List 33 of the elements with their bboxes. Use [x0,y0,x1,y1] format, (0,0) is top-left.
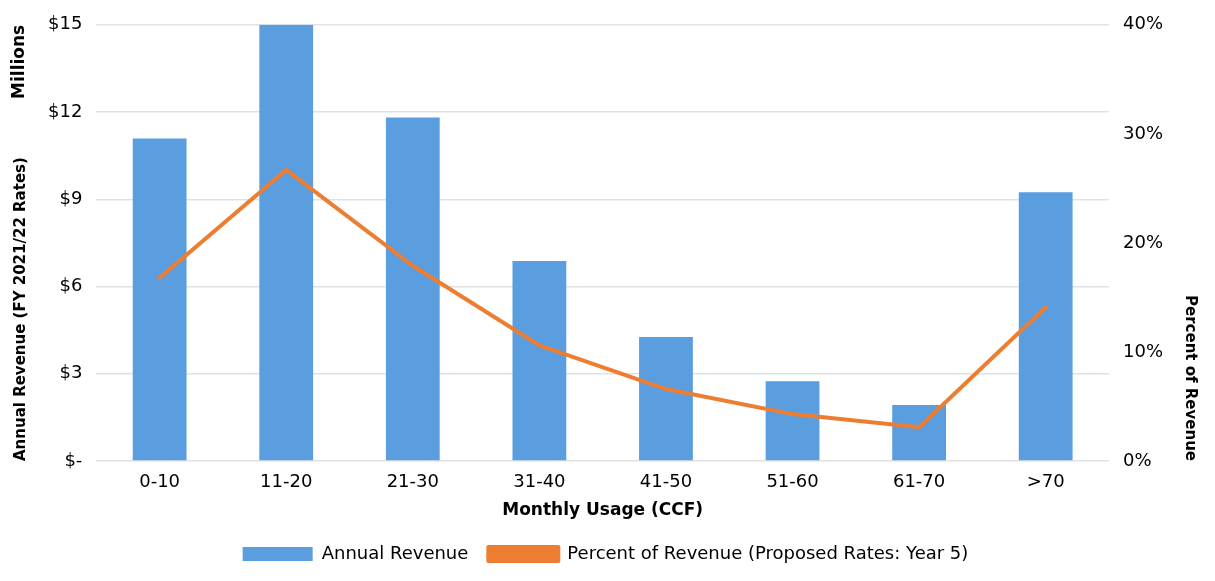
y-tick-label: $3 [59,361,83,383]
x-tick-label: 61-70 [892,470,946,492]
y2-tick-label: 40% [1122,12,1164,34]
bar [1018,192,1073,461]
y2-tick-label: 0% [1122,448,1152,470]
bar [892,404,947,461]
y-axis-title: Annual Revenue (FY 2021/22 Rates) [10,157,29,461]
x-axis-title: Monthly Usage (CCF) [502,499,704,520]
legend-label: Annual Revenue [321,541,469,563]
text: Millions [8,24,29,99]
bar [765,381,820,461]
y-tick-label: $- [64,448,83,470]
legend-label: Percent of Revenue (Proposed Rates: Year 5) [567,541,969,563]
x-tick-label: 11-20 [260,470,313,492]
y-tick-label: $6 [59,274,83,296]
x-tick-label: 21-30 [386,470,439,492]
bar [132,138,187,461]
bar [639,337,693,461]
y-tick-label: $9 [59,186,83,208]
y2-tick-label: 20% [1122,230,1164,252]
x-tick-label: 51-60 [766,470,819,492]
bar [259,24,314,461]
bar [385,117,440,461]
bar [512,260,567,461]
x-tick-label: >70 [1026,470,1065,492]
x-tick-label: 41-50 [639,470,693,492]
y2-tick-label: 10% [1122,339,1164,361]
x-tick-label: 0-10 [139,470,181,492]
x-tick-label: 31-40 [513,470,566,492]
y-tick-label: $15 [48,12,83,34]
y2-axis-title: Percent of Revenue [1182,295,1201,461]
y-tick-label: $12 [48,99,83,121]
y2-tick-label: 30% [1122,121,1164,143]
